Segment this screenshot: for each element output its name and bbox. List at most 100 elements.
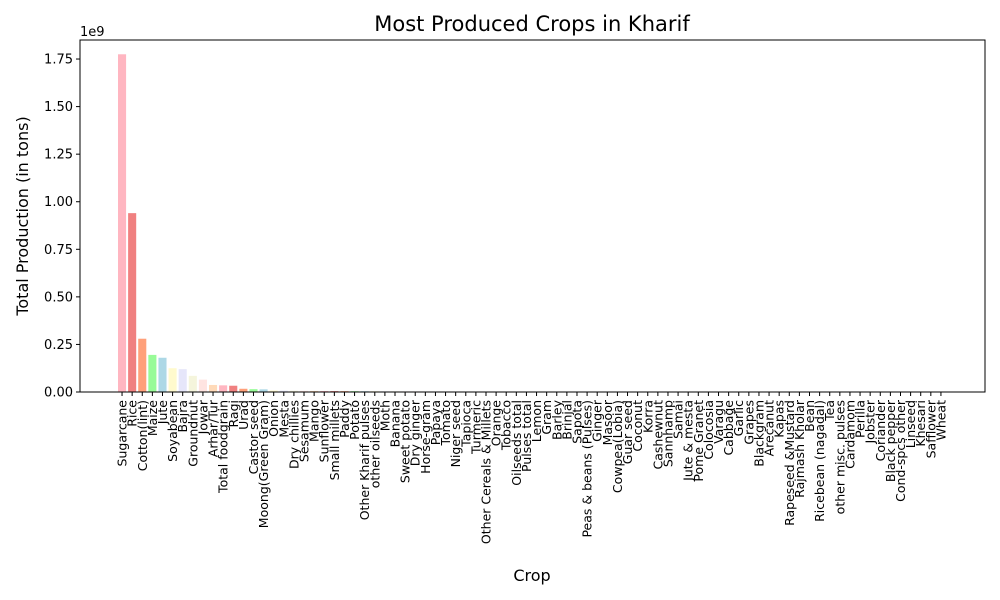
- x-tick-label: Pome Granet: [691, 400, 706, 482]
- x-tick-label: Coconut: [630, 400, 645, 452]
- x-tick-label: Samai: [671, 400, 686, 439]
- x-tick-label: Sannhamp: [660, 400, 675, 467]
- bar: [279, 390, 288, 392]
- x-tick-label: other oilseeds: [367, 400, 382, 488]
- bar: [289, 390, 298, 392]
- bar: [208, 384, 218, 392]
- x-tick-label: Cotton(lint): [135, 400, 150, 471]
- chart-title: Most Produced Crops in Kharif: [374, 12, 690, 36]
- bars-group: [118, 54, 945, 393]
- x-tick-label: Bajra: [175, 400, 190, 433]
- x-tick-label: Mesta: [276, 400, 291, 438]
- y-tick-label: 0.75: [44, 243, 73, 258]
- x-tick-label: Orange: [489, 400, 504, 446]
- x-tick-label: Horse-gram: [418, 400, 433, 474]
- bar: [168, 368, 177, 392]
- x-tick-label: Potato: [347, 400, 362, 440]
- x-tick-label: Banana: [388, 400, 403, 447]
- bar: [198, 379, 207, 392]
- x-tick-label: Cashewnut: [650, 400, 665, 470]
- x-tick-label: Tapioca: [458, 400, 473, 448]
- x-tick-label: Bean: [802, 400, 817, 432]
- bar: [310, 390, 319, 392]
- bar: [188, 375, 197, 392]
- bar: [148, 354, 157, 392]
- x-tick-label: Total foodgrain: [216, 400, 231, 494]
- x-tick-label: Sugarcane: [115, 400, 130, 467]
- x-tick-label: Dry chillies: [286, 400, 301, 469]
- x-tick-label: Ricebean (nagadal): [812, 400, 827, 522]
- x-tick-label: Arhar/Tur: [206, 399, 221, 457]
- x-tick-label: Lemon: [529, 400, 544, 442]
- x-tick-label: Black pepper: [883, 399, 898, 482]
- bar: [128, 213, 137, 392]
- x-tick-label: Cond-spcs other: [893, 399, 908, 502]
- bar: [239, 388, 248, 392]
- x-tick-label: Arecanut: [762, 400, 777, 456]
- x-tick-label: other misc. pulses: [832, 400, 847, 514]
- x-tick-label: Rajmash Kholar: [792, 399, 807, 498]
- x-tick-label: Safflower: [923, 399, 938, 458]
- x-tick-label: Ragi: [226, 400, 241, 427]
- x-tick-label: Linseed: [903, 400, 918, 448]
- x-tick-label: Dry ginger: [408, 399, 423, 466]
- x-tick-label: Soyabean: [165, 400, 180, 462]
- x-tick-label: Oilseeds total: [509, 400, 524, 486]
- x-tick-label: Coriander: [873, 399, 888, 461]
- x-tick-label: Papaya: [428, 400, 443, 445]
- x-tick-label: Barley: [549, 399, 564, 440]
- x-tick-label: Jowar: [195, 399, 210, 435]
- x-tick-label: Moth: [377, 400, 392, 431]
- bar: [178, 369, 187, 392]
- x-tick-label: Jute & mesta: [681, 400, 696, 482]
- bar: [118, 54, 127, 393]
- x-tick-label: Other Kharif pulses: [357, 400, 372, 520]
- x-tick-label: Blackgram: [751, 400, 766, 467]
- x-tick-label: Niger seed: [448, 400, 463, 467]
- x-tick-label: Turmeric: [468, 400, 483, 455]
- x-tick-label: Jobster: [863, 399, 878, 444]
- x-axis-ticks: SugarcaneRiceCotton(lint)MaizeJuteSoyabe…: [115, 392, 948, 544]
- bar: [219, 385, 228, 392]
- x-tick-label: Rapeseed &Mustard: [782, 400, 797, 526]
- x-tick-label: Varagu: [711, 400, 726, 444]
- x-tick-label: Paddy: [337, 399, 352, 438]
- x-tick-label: Sapota: [569, 400, 584, 444]
- x-tick-label: Moong(Green Gram): [256, 400, 271, 528]
- x-tick-label: Gram: [539, 400, 554, 435]
- bar: [158, 357, 167, 392]
- x-tick-label: Sunflower: [317, 399, 332, 462]
- y-tick-label: 0.25: [44, 338, 73, 353]
- x-tick-label: Perilla: [853, 400, 868, 438]
- x-tick-label: Castor seed: [246, 400, 261, 474]
- bar: [138, 338, 147, 392]
- x-tick-label: Korra: [640, 400, 655, 433]
- bar: [249, 389, 258, 392]
- x-tick-label: Ginger: [590, 399, 605, 442]
- y-tick-label: 0.00: [44, 386, 73, 401]
- x-tick-label: Jute: [155, 400, 170, 426]
- x-tick-label: Peas & beans (Pulses): [580, 400, 595, 538]
- bar: [259, 389, 268, 392]
- x-tick-label: Other Cereals & Millets: [478, 400, 493, 544]
- x-tick-label: Onion: [266, 400, 281, 437]
- x-tick-label: Mango: [307, 400, 322, 442]
- x-tick-label: Masoor: [600, 399, 615, 445]
- x-tick-label: Rice: [125, 400, 140, 427]
- x-tick-label: Kapas: [772, 400, 787, 438]
- x-tick-label: Colocosia: [701, 400, 716, 460]
- x-tick-label: Grapes: [741, 400, 756, 445]
- x-tick-label: Tea: [822, 400, 837, 422]
- x-tick-label: Khesari: [913, 400, 928, 447]
- x-tick-label: Pulses total: [519, 400, 534, 472]
- y-tick-label: 1.25: [44, 148, 73, 163]
- y-tick-label: 1.00: [44, 195, 73, 210]
- x-tick-label: Tobacco: [499, 400, 514, 451]
- x-tick-label: Brinjal: [559, 400, 574, 440]
- x-tick-label: Guar seed: [620, 400, 635, 464]
- x-tick-label: Garlic: [731, 400, 746, 436]
- x-tick-label: Wheat: [933, 400, 948, 441]
- bar: [229, 385, 238, 392]
